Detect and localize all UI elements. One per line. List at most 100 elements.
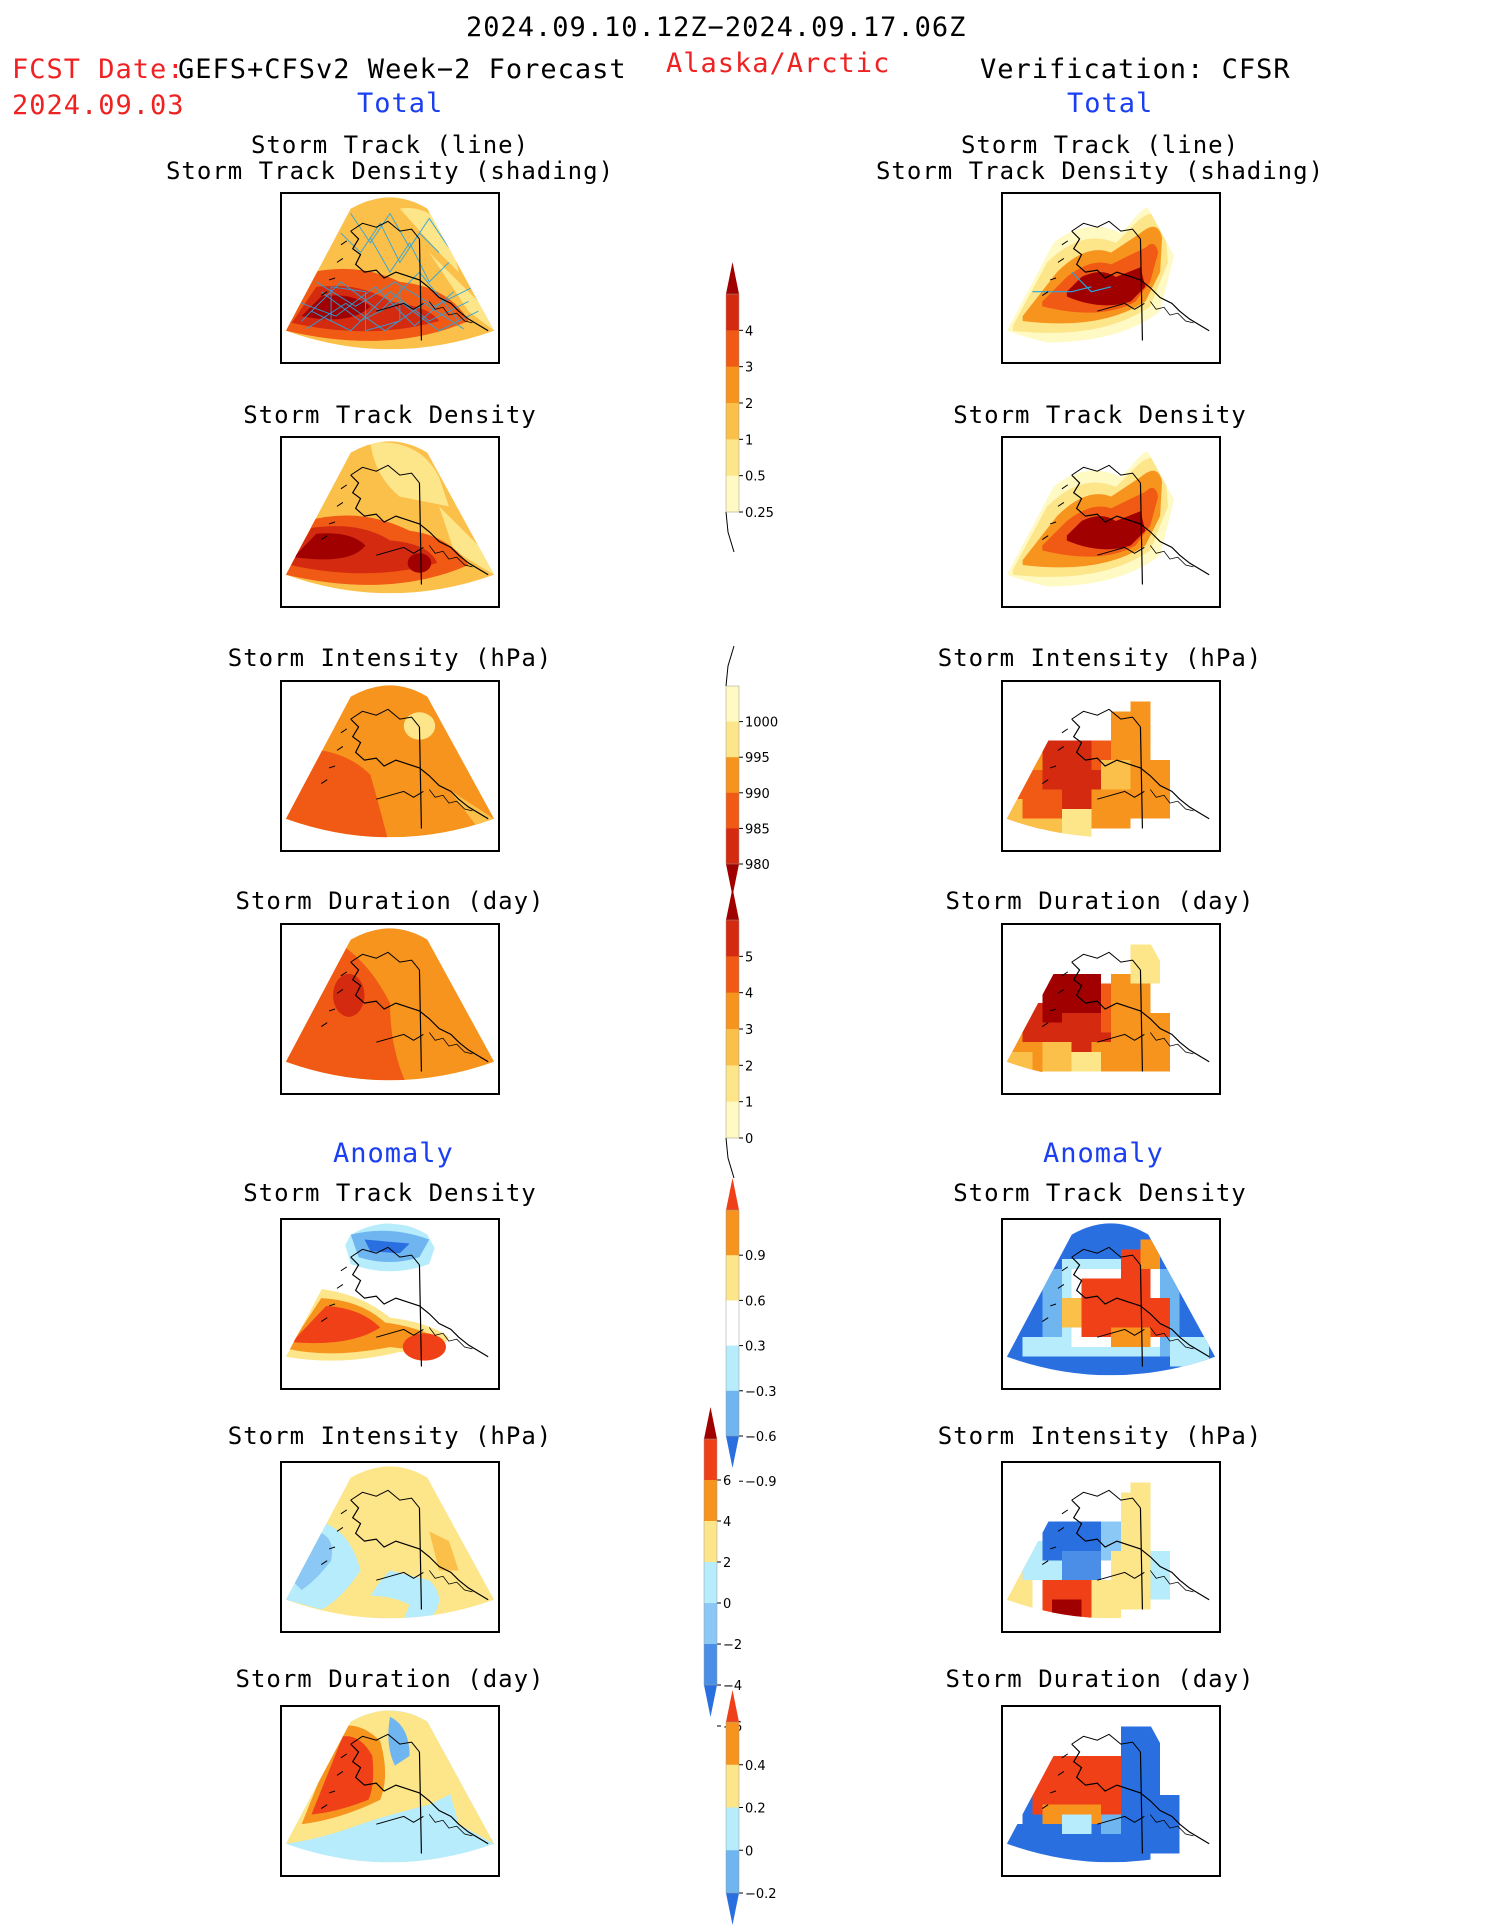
density_anom-tick-label: −0.9 — [745, 1475, 777, 1490]
fcst-model-label: GEFS+CFSv2 Week−2 Forecast — [178, 54, 627, 85]
intensity_total-segment — [726, 721, 739, 758]
forecast-anom-density-map — [280, 1218, 500, 1390]
duration_total-tick-label: 2 — [745, 1059, 753, 1074]
duration_anom-segment — [726, 1722, 739, 1766]
density_anom-tick-label: −0.3 — [745, 1385, 777, 1400]
intensity_total-tick-label: 990 — [745, 787, 770, 802]
density_anom-tick-label: 0.9 — [745, 1249, 766, 1264]
density_total-segment — [726, 294, 739, 331]
verification-track-density-map — [1001, 436, 1221, 608]
density_total-tick-label: 0.5 — [745, 470, 766, 485]
forecast-anom-intensity-map — [280, 1461, 500, 1633]
right-track-line-title: Storm Track (line) — [960, 131, 1240, 159]
forecast-intensity-map — [280, 680, 500, 852]
left-duration-title: Storm Duration (day) — [235, 887, 545, 915]
colorbar-density-anomaly: 0.9 0.6 0.3 −0.3 −0.6 −0.9 — [722, 1178, 782, 1490]
duration_total-tick-label: 0 — [745, 1132, 753, 1147]
intensity_anom-arrow-bottom — [704, 1685, 717, 1717]
verification-anom-intensity-map — [1001, 1461, 1221, 1633]
right-anomaly-label: Anomaly — [1043, 1138, 1164, 1169]
density_total-segment — [726, 475, 739, 513]
forecast-track-density-map — [280, 436, 500, 608]
verification-duration-map — [1001, 923, 1221, 1095]
colorbar-intensity-total: 1000 995 990 985 980 — [722, 645, 782, 896]
duration_total-tick-label: 1 — [745, 1096, 753, 1111]
duration_anom-arrow-bottom — [726, 1893, 739, 1925]
density_anom-segment — [726, 1255, 739, 1301]
intensity_anom-segment — [704, 1603, 717, 1645]
density_anom-tick-label: −0.6 — [745, 1430, 777, 1445]
intensity_total-segment — [726, 686, 739, 723]
density_total-tick-label: 0.25 — [745, 506, 774, 521]
density_total-segment — [726, 403, 739, 440]
colorbar-duration-anomaly: 0.40.20−0.2−0.4 — [722, 1690, 782, 1925]
left-anom-density-title: Storm Track Density — [243, 1179, 537, 1207]
density_total-segment — [726, 439, 739, 477]
duration_total-tick-label: 3 — [745, 1023, 753, 1038]
duration_total-segment — [726, 1029, 739, 1066]
intensity_anom-tick-label: 2 — [723, 1556, 731, 1571]
intensity_total-segment — [726, 792, 739, 829]
duration_total-arrow-top — [726, 888, 739, 920]
region-label: Alaska/Arctic — [666, 48, 891, 79]
right-anom-duration-title: Storm Duration (day) — [945, 1665, 1255, 1693]
left-anom-duration-title: Storm Duration (day) — [235, 1665, 545, 1693]
intensity_total-tick-label: 995 — [745, 751, 770, 766]
verification-intensity-map — [1001, 680, 1221, 852]
duration_anom-tick-label: 0.4 — [745, 1759, 766, 1774]
duration_anom-segment — [726, 1850, 739, 1894]
duration_anom-tick-label: 0.2 — [745, 1802, 766, 1817]
forecast-track-line-map — [280, 192, 500, 364]
intensity_anom-segment — [704, 1480, 717, 1522]
duration_anom-arrow-top — [726, 1690, 739, 1722]
colorbar-density-total: 4 3 2 1 0.5 0.25 — [722, 262, 782, 553]
right-anom-density-title: Storm Track Density — [953, 1179, 1247, 1207]
density_anom-segment — [726, 1210, 739, 1256]
intensity_anom-tick-label: −2 — [723, 1638, 742, 1653]
left-track-shading-title: Storm Track Density (shading) — [165, 157, 615, 185]
left-anom-intensity-title: Storm Intensity (hPa) — [227, 1422, 553, 1450]
density_total-tick-label: 4 — [745, 324, 753, 339]
duration_total-tick-label: 5 — [745, 950, 753, 965]
intensity_anom-segment — [704, 1521, 717, 1563]
intensity_anom-segment — [704, 1644, 717, 1686]
density_anom-tick-label: 0.6 — [745, 1294, 766, 1309]
right-duration-title: Storm Duration (day) — [945, 887, 1255, 915]
right-intensity-title: Storm Intensity (hPa) — [937, 644, 1263, 672]
duration_total-segment — [726, 956, 739, 994]
density_total-tick-label: 2 — [745, 397, 753, 412]
right-track-shading-title: Storm Track Density (shading) — [875, 157, 1325, 185]
density_anom-segment — [726, 1300, 739, 1347]
density_total-arrow-top — [726, 262, 739, 294]
intensity_total-segment — [726, 757, 739, 794]
intensity_total-tick-label: 980 — [745, 858, 770, 873]
forecast-anom-duration-map — [280, 1705, 500, 1877]
intensity_anom-tick-label: 4 — [723, 1515, 731, 1530]
duration_total-segment — [726, 992, 739, 1030]
density_total-tick-label: 1 — [745, 433, 753, 448]
intensity_anom-segment — [704, 1439, 717, 1481]
duration_total-tick-label: 4 — [745, 987, 753, 1002]
verification-anom-duration-map — [1001, 1705, 1221, 1877]
density_anom-segment — [726, 1390, 739, 1437]
verification-track-line-map — [1001, 192, 1221, 364]
colorbar-duration-total: 5 4 3 2 1 0 — [722, 888, 782, 1179]
density_anom-segment — [726, 1345, 739, 1392]
duration_total-segment — [726, 920, 739, 957]
duration_anom-segment — [726, 1807, 739, 1851]
fcst-date-value: 2024.09.03 — [12, 90, 185, 121]
density_anom-arrow-top — [726, 1178, 739, 1210]
duration_anom-tick-label: 0 — [745, 1844, 753, 1859]
right-anom-intensity-title: Storm Intensity (hPa) — [937, 1422, 1263, 1450]
duration_anom-tick-label: −0.2 — [745, 1887, 777, 1902]
density_total-segment — [726, 366, 739, 404]
intensity_total-segment — [726, 828, 739, 865]
density_anom-tick-label: 0.3 — [745, 1340, 766, 1355]
density_total-tick-label: 3 — [745, 361, 753, 376]
duration_total-segment — [726, 1065, 739, 1103]
date-range-title: 2024.09.10.12Z−2024.09.17.06Z — [466, 12, 967, 43]
intensity_total-tick-label: 1000 — [745, 716, 778, 731]
right-total-label: Total — [1067, 88, 1154, 119]
intensity_total-arrow-bottom — [726, 864, 739, 896]
